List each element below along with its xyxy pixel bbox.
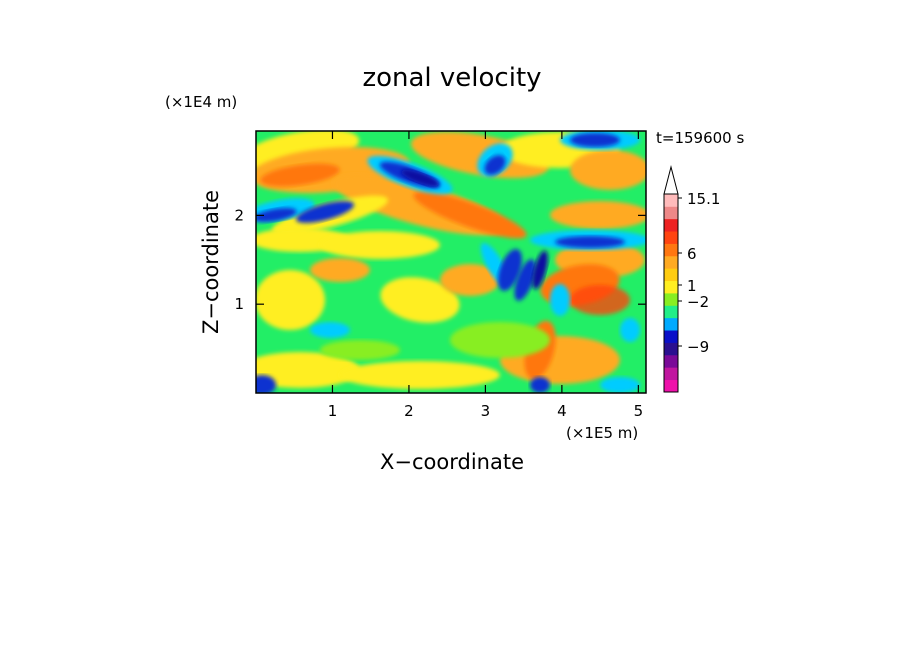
field-blobs (256, 131, 646, 393)
contour-blob (550, 201, 646, 229)
contour-blob (310, 322, 350, 338)
contour-blob (413, 191, 527, 239)
contour-blob (256, 352, 360, 388)
colorbar-tick-label: −2 (687, 293, 709, 311)
colorbar-band (664, 268, 678, 282)
colorbar-tick-label: 6 (687, 245, 697, 263)
contour-blob (256, 375, 276, 393)
contour-blob (555, 236, 625, 248)
colorbar-band (664, 194, 678, 207)
colorbar-extension (663, 165, 679, 195)
contour-blob (260, 163, 340, 187)
x-unit-label: (×1E5 m) (566, 424, 638, 442)
contour-blob (310, 258, 370, 282)
contour-blob (340, 361, 500, 389)
y-axis-label: Z−coordinate (199, 190, 223, 334)
x-tick-label: 4 (557, 402, 567, 420)
y-tick-label: 2 (234, 206, 244, 224)
colorbar-band (664, 342, 678, 356)
contour-blob (320, 231, 440, 259)
x-tick-label: 2 (404, 402, 414, 420)
contour-blob (401, 169, 439, 187)
contour-blob (600, 377, 640, 393)
colorbar: 15.1 6 1−2 −9 (663, 165, 720, 393)
colorbar-band (664, 280, 678, 294)
y-unit-label: (×1E4 m) (165, 93, 237, 111)
contour-blob (497, 249, 523, 291)
x-axis: 1 2 3 4 5 (328, 131, 643, 420)
colorbar-band (664, 255, 678, 269)
contour-blob (295, 201, 355, 223)
plot-frame (255, 130, 647, 394)
x-tick-label: 1 (328, 402, 338, 420)
contour-blob (440, 264, 500, 296)
colorbar-band (664, 367, 678, 381)
contour-blob (380, 277, 460, 323)
y-axis: 12 (234, 206, 646, 313)
colorbar-band (664, 317, 678, 331)
contour-blob (620, 318, 640, 342)
contour-blob (320, 340, 400, 360)
colorbar-band (664, 243, 678, 257)
colorbar-band (664, 206, 678, 220)
colorbar-band (664, 330, 678, 343)
x-tick-label: 5 (634, 402, 644, 420)
colorbar-band (664, 231, 678, 244)
colorbar-frame (663, 193, 679, 393)
contour-field (256, 131, 646, 393)
contour-blob (550, 284, 570, 316)
contour-blob (256, 270, 325, 330)
colorbar-band (664, 354, 678, 368)
colorbar-band (664, 218, 678, 232)
chart-title: zonal velocity (362, 63, 541, 93)
contour-blob (514, 259, 536, 301)
colorbar-tick-label: −9 (687, 338, 709, 356)
colorbar-tick-label: 15.1 (687, 190, 720, 208)
colorbar-band (664, 305, 678, 319)
contour-blob (532, 250, 548, 290)
contour-blob (484, 155, 506, 175)
y-tick-label: 1 (234, 295, 244, 313)
colorbar-band (664, 293, 678, 306)
x-axis-label: X−coordinate (380, 450, 524, 474)
contour-blob (450, 322, 550, 358)
x-tick-label: 3 (481, 402, 491, 420)
colorbar-band (664, 379, 678, 393)
contour-blob (256, 207, 297, 223)
time-label: t=159600 s (656, 129, 744, 147)
contour-blob (530, 377, 550, 393)
contour-blob (570, 150, 646, 190)
contour-blob (570, 133, 620, 147)
contour-blob (570, 285, 630, 315)
colorbar-tick-label: 1 (687, 277, 697, 295)
